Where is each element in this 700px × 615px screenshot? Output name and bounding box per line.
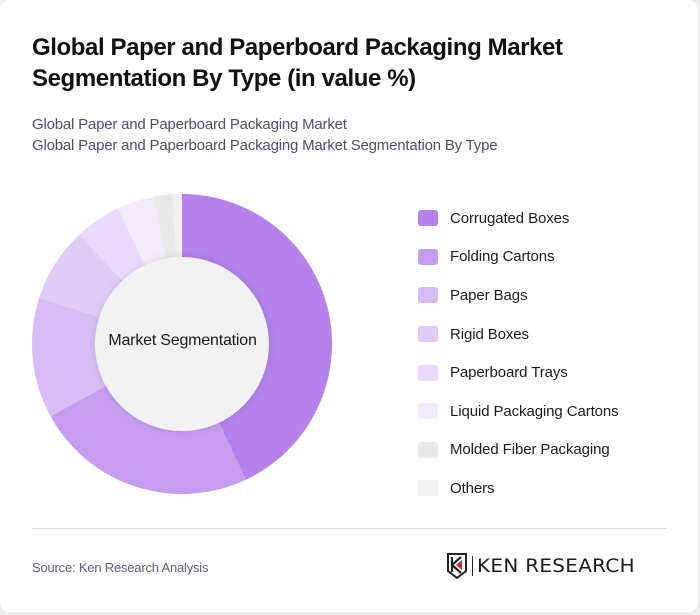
legend-swatch [418,248,438,265]
legend-label: Molded Fiber Packaging [450,441,610,459]
donut-center-label: Market Segmentation [108,332,257,349]
legend-label: Others [450,479,495,497]
donut-chart [32,194,332,495]
chart-subtitle: Global Paper and Paperboard Packaging Ma… [32,114,498,156]
footer-divider [32,528,666,529]
legend-item[interactable]: Folding Cartons [418,238,619,277]
legend-swatch [418,326,438,343]
legend-swatch [418,441,438,458]
legend-item[interactable]: Molded Fiber Packaging [418,431,619,470]
logo-divider [472,556,473,576]
legend-item[interactable]: Others [418,469,619,508]
legend-swatch [418,480,438,497]
legend-swatch [418,287,438,304]
legend-label: Corrugated Boxes [450,209,570,227]
ken-shield-icon [447,553,467,579]
legend-item[interactable]: Paper Bags [418,276,619,315]
legend-item[interactable]: Paperboard Trays [418,353,619,392]
source-note: Source: Ken Research Analysis [32,560,209,575]
legend-swatch [418,364,438,381]
legend-label: Liquid Packaging Cartons [450,402,619,420]
subtitle-line-1: Global Paper and Paperboard Packaging Ma… [32,116,347,133]
legend-label: Folding Cartons [450,248,555,266]
donut-hole [95,257,269,431]
chart-title: Global Paper and Paperboard Packaging Ma… [32,34,563,92]
legend-item[interactable]: Liquid Packaging Cartons [418,392,619,431]
legend-label: Rigid Boxes [450,325,529,343]
logo-text: KEN RESEARCH [477,555,635,577]
legend-item[interactable]: Corrugated Boxes [418,199,619,238]
legend-swatch [418,403,438,420]
legend-swatch [418,210,438,227]
chart-legend: Corrugated Boxes Folding Cartons Paper B… [418,199,619,508]
legend-item[interactable]: Rigid Boxes [418,315,619,354]
ken-research-logo: KEN RESEARCH [447,553,635,579]
subtitle-line-2: Global Paper and Paperboard Packaging Ma… [32,137,498,154]
legend-label: Paper Bags [450,286,528,304]
legend-label: Paperboard Trays [450,364,568,382]
